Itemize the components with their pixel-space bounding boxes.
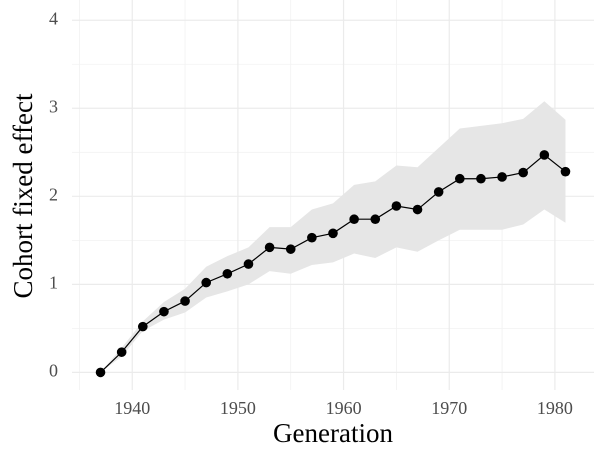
y-tick-label: 2 <box>49 184 58 204</box>
point <box>433 187 444 197</box>
point <box>137 321 148 332</box>
point <box>391 201 402 211</box>
point <box>201 277 211 288</box>
y-axis-label: Cohort fixed effect <box>8 93 38 298</box>
y-tick-label: 3 <box>49 96 58 116</box>
point <box>497 172 507 182</box>
x-tick-label: 1970 <box>431 398 467 418</box>
point <box>285 244 296 254</box>
point <box>560 166 571 177</box>
x-tick-label: 1940 <box>114 398 150 418</box>
point <box>222 268 233 279</box>
point <box>518 167 529 178</box>
point <box>264 242 275 253</box>
x-tick-label: 1950 <box>220 398 256 418</box>
point <box>116 347 127 357</box>
y-tick-label: 4 <box>49 8 58 28</box>
point <box>539 150 550 160</box>
y-tick-label: 1 <box>49 272 58 292</box>
point <box>370 214 381 225</box>
y-tick-label: 0 <box>49 361 58 381</box>
point <box>307 232 317 243</box>
point <box>328 228 338 239</box>
point <box>455 173 465 184</box>
point <box>349 214 359 225</box>
point <box>476 173 486 184</box>
point <box>412 204 423 215</box>
point <box>243 259 254 269</box>
point <box>159 306 169 317</box>
x-axis-label: Generation <box>273 418 393 448</box>
x-tick-label: 1980 <box>537 398 573 418</box>
x-tick-label: 1960 <box>326 398 362 418</box>
point <box>95 367 106 378</box>
point <box>180 296 190 306</box>
